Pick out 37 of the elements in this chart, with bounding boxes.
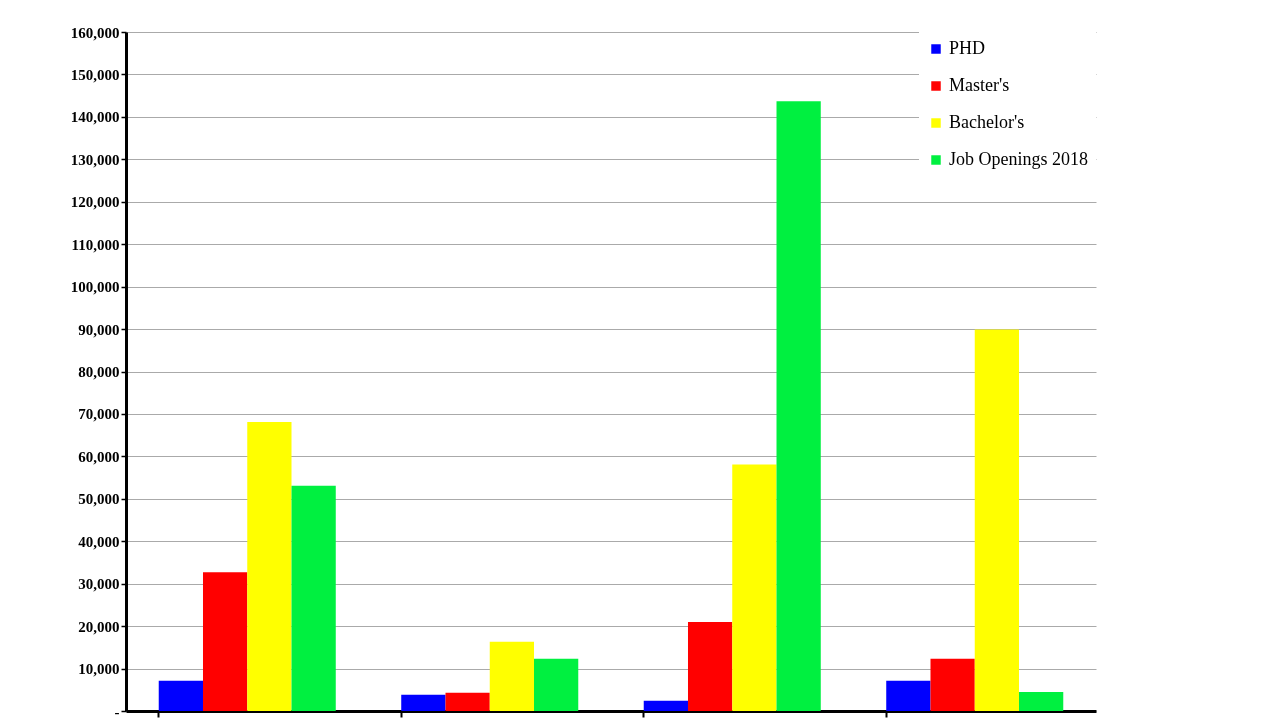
y-tick-label: 90,000: [78, 321, 120, 338]
bar: [534, 658, 579, 711]
bar: [776, 101, 821, 711]
legend-label: Job Openings 2018: [949, 149, 1088, 169]
bar: [930, 658, 975, 711]
bar: [687, 621, 733, 711]
legend-label: Master's: [949, 75, 1010, 95]
legend-label: Bachelor's: [949, 112, 1025, 132]
y-tick-label: 120,000: [70, 194, 120, 211]
y-tick-label: 150,000: [70, 66, 120, 83]
bar: [247, 422, 292, 711]
bar: [886, 680, 931, 711]
bar: [732, 464, 777, 711]
bar: [158, 680, 203, 711]
y-tick-label: 80,000: [78, 364, 120, 380]
bar: [1019, 691, 1064, 711]
y-tick-label: 140,000: [70, 109, 120, 126]
y-tick-label: 40,000: [78, 533, 120, 550]
bar: [401, 694, 446, 711]
bar: [445, 692, 490, 711]
y-tick-label: 30,000: [78, 576, 120, 593]
y-tick-label: 110,000: [71, 236, 120, 253]
y-tick-label: 50,000: [78, 491, 120, 508]
y-tick-label: 130,000: [70, 151, 120, 168]
y-tick-label: 160,000: [70, 24, 120, 41]
bar: [489, 641, 535, 711]
legend-label: PHD: [949, 38, 986, 58]
y-tick-label: 10,000: [78, 661, 120, 678]
bar: [291, 485, 336, 711]
y-tick-label: 100,000: [70, 279, 120, 296]
y-tick-label: -: [114, 703, 120, 720]
y-tick-label: 70,000: [78, 406, 120, 423]
bar: [643, 700, 688, 711]
y-tick-label: 20,000: [78, 618, 120, 635]
bar: [202, 572, 248, 711]
bar: [974, 329, 1020, 711]
y-tick-label: 60,000: [78, 448, 120, 465]
